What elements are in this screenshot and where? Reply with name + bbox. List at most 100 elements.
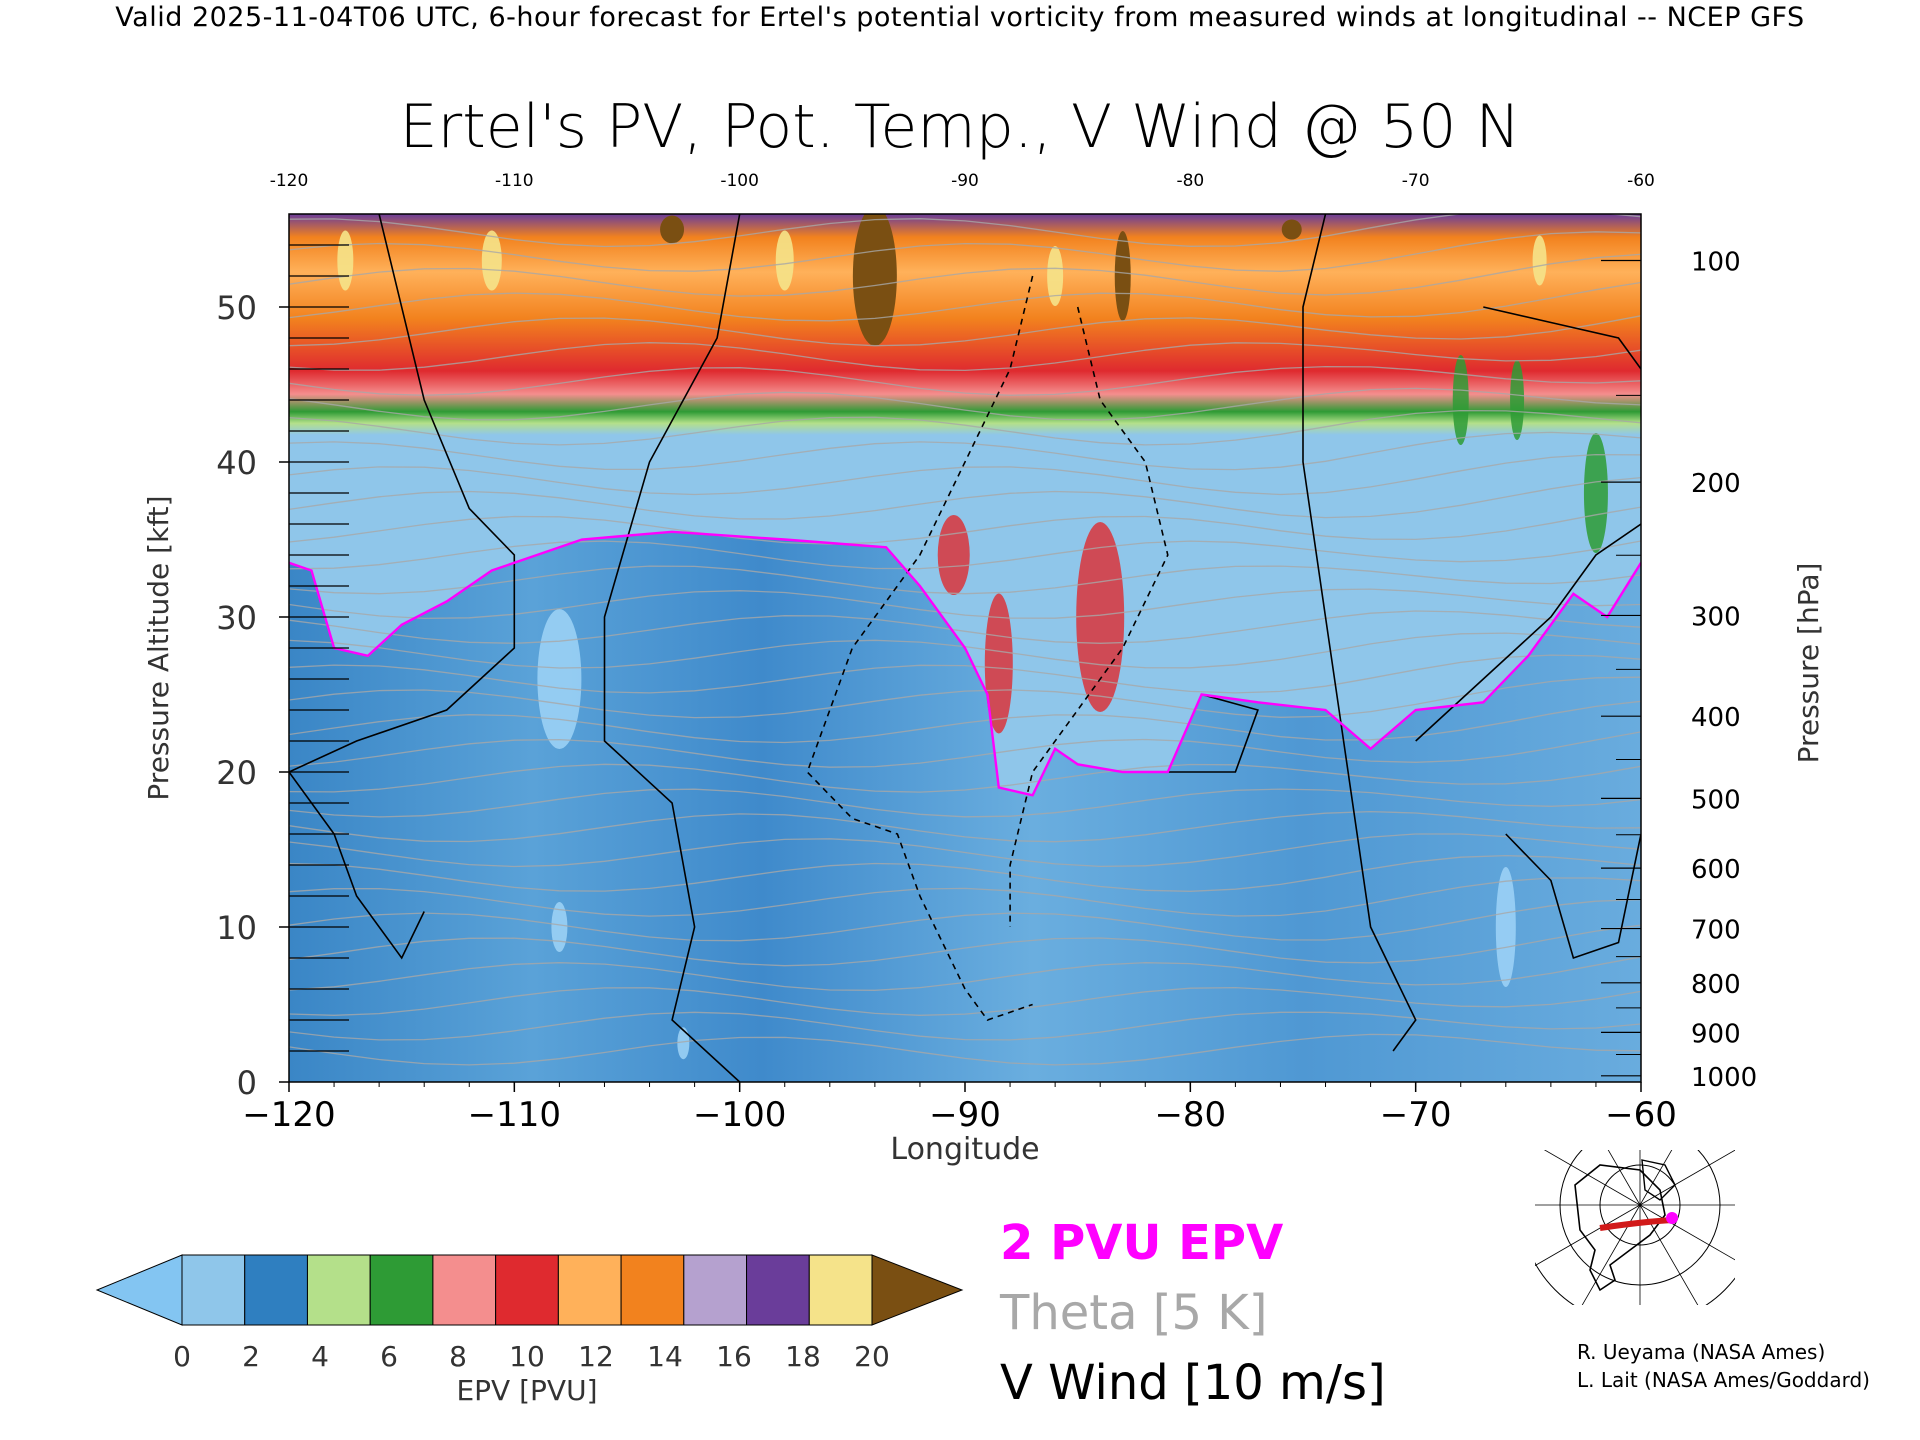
- theta-contour: [289, 231, 1641, 272]
- v-wind-contour: [603, 214, 741, 1082]
- two-pvu-line: [289, 530, 1641, 797]
- y-tick-label: 30: [216, 599, 257, 637]
- map-coastline: [1641, 1159, 1676, 1201]
- theta-contour: [289, 409, 1641, 446]
- over-pv-plume: [1281, 219, 1302, 240]
- x-tick-label: −110: [468, 1095, 561, 1135]
- green-filament: [1510, 360, 1525, 440]
- header-text: Valid 2025-11-04T06 UTC, 6-hour forecast…: [115, 2, 1805, 33]
- green-filament: [1452, 355, 1469, 445]
- map-meridian: [1607, 1150, 1641, 1206]
- colorbar-swatch: [620, 1254, 685, 1326]
- y-axis-label: Pressure Altitude [kft]: [142, 495, 175, 800]
- colorbar-swatch: [683, 1254, 748, 1326]
- colorbar-tick-label: 8: [449, 1340, 467, 1373]
- chart-title: Ertel's PV, Pot. Temp., V Wind @ 50 N: [399, 92, 1521, 162]
- top-tick-label: -120: [270, 171, 309, 191]
- credit-line-2: L. Lait (NASA Ames/Goddard): [1577, 1368, 1870, 1392]
- map-meridian: [1639, 1204, 1699, 1305]
- credit-line-1: R. Ueyama (NASA Ames): [1577, 1340, 1826, 1364]
- colorbar-tick-label: 20: [854, 1340, 890, 1373]
- top-tick-label: -70: [1402, 171, 1430, 191]
- legend-vwind: V Wind [10 m/s]: [1000, 1355, 1386, 1411]
- high-pv-spike: [1047, 246, 1064, 306]
- pressure-tick-label: 900: [1691, 1019, 1741, 1049]
- map-track-line: [1599, 1217, 1673, 1231]
- top-tick-label: -60: [1627, 171, 1655, 191]
- v-wind-contour: [1415, 523, 1641, 742]
- theta-contour: [289, 342, 1641, 372]
- low-pv-patch: [551, 902, 568, 952]
- credits: R. Ueyama (NASA Ames) L. Lait (NASA Ames…: [1577, 1338, 1870, 1394]
- theta-contour: [289, 214, 1641, 248]
- y-tick-label: 0: [237, 1064, 257, 1102]
- pressure-tick-label: 600: [1691, 855, 1741, 885]
- high-pv-intrusion: [984, 593, 1013, 734]
- theta-contour: [289, 788, 1641, 818]
- map-inset-frame: [1535, 1150, 1735, 1305]
- v-wind-contour: [1009, 306, 1169, 927]
- colorbar-swatch: [181, 1254, 246, 1326]
- theta-contour: [289, 877, 1641, 917]
- y-tick-label: 40: [216, 444, 257, 482]
- map-meridian: [1639, 1150, 1673, 1206]
- theta-contour: [289, 731, 1641, 768]
- theta-contour: [289, 1033, 1641, 1066]
- theta-contour: [289, 676, 1641, 719]
- high-pv-spike: [775, 230, 794, 291]
- theta-contour: [289, 431, 1641, 471]
- colorbar-tick-label: 10: [509, 1340, 545, 1373]
- polar-map-icon: [1535, 1150, 1735, 1305]
- pressure-tick-label: 100: [1691, 248, 1741, 278]
- green-filament: [1583, 433, 1608, 553]
- high-pv-intrusion: [937, 515, 970, 595]
- map-meridian: [1639, 1150, 1735, 1206]
- over-pv-plume: [1114, 231, 1131, 321]
- high-pv-spike: [1532, 235, 1547, 286]
- high-pv-intrusion: [1076, 522, 1125, 712]
- map-meridian: [1543, 1150, 1641, 1206]
- colorbar-swatch: [244, 1254, 308, 1326]
- v-wind-contour: [289, 771, 425, 960]
- theta-contour: [289, 700, 1641, 744]
- top-tick-label: -90: [951, 171, 979, 191]
- x-tick-label: −90: [929, 1095, 1001, 1135]
- v-wind-contour: [806, 275, 1034, 1021]
- theta-contour: [289, 956, 1641, 991]
- colorbar-swatch: [746, 1254, 810, 1326]
- theta-contour: [289, 540, 1641, 570]
- theta-contour: [289, 833, 1641, 868]
- high-pv-spike: [337, 230, 354, 291]
- pressure-tick-label: 300: [1691, 602, 1741, 632]
- theta-contour: [289, 810, 1641, 843]
- v-wind-contour: [289, 214, 516, 773]
- x-tick-label: −80: [1154, 1095, 1226, 1135]
- map-meridian: [1581, 1204, 1641, 1305]
- theta-contour: [289, 281, 1641, 322]
- theta-contour: [289, 854, 1641, 892]
- x-tick-label: −120: [242, 1095, 335, 1135]
- theta-contour: [289, 763, 1641, 793]
- top-tick-label: -110: [495, 171, 534, 191]
- colorbar-swatch: [495, 1254, 559, 1326]
- y-tick-label: 10: [216, 909, 257, 947]
- colorbar-tick-label: 14: [647, 1340, 683, 1373]
- colorbar-tick-label: 18: [785, 1340, 821, 1373]
- theta-contour: [289, 986, 1641, 1016]
- y-tick-label: 50: [216, 289, 257, 327]
- colorbar-tick-label: 12: [578, 1340, 614, 1373]
- low-pv-patch: [1495, 867, 1516, 987]
- legend-theta: Theta [5 K]: [1000, 1285, 1268, 1341]
- pressure-tick-label: 700: [1691, 916, 1741, 946]
- colorbar-under-arrow: [95, 1254, 183, 1326]
- pressure-tick-label: 500: [1691, 785, 1741, 815]
- x-axis-label: Longitude: [890, 1132, 1039, 1167]
- top-tick-label: -100: [720, 171, 759, 191]
- x-tick-label: −70: [1380, 1095, 1452, 1135]
- colorbar-tick-label: 16: [716, 1340, 752, 1373]
- x-tick-label: −60: [1605, 1095, 1677, 1135]
- theta-contour: [289, 506, 1641, 545]
- theta-contour: [289, 387, 1641, 421]
- colorbar-swatch: [432, 1254, 497, 1326]
